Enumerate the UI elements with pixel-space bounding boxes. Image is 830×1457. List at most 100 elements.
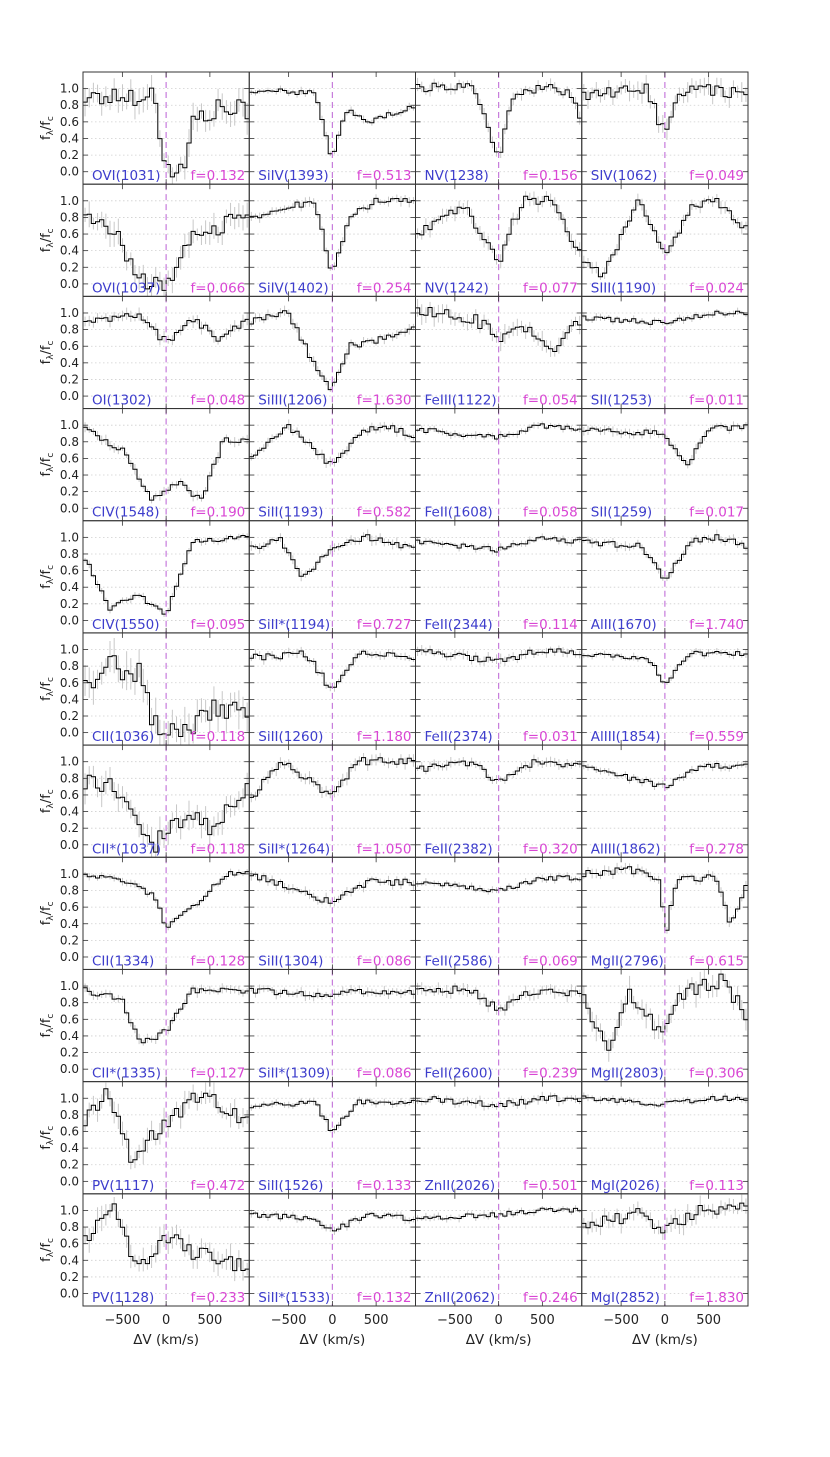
x-axis-label: ΔV (km/s) bbox=[466, 1332, 532, 1348]
spectrum-line bbox=[415, 423, 582, 440]
oscillator-strength-label: f=0.077 bbox=[523, 280, 578, 296]
x-axis-label: ΔV (km/s) bbox=[133, 1332, 199, 1348]
panel: MgI(2852) f=1.830 −500 0 500 ΔV (km/s) bbox=[581, 1193, 749, 1348]
panel-plot-area bbox=[83, 533, 250, 618]
panel: SiII(1304) f=0.086 bbox=[248, 856, 416, 970]
ion-label: CII(1334) bbox=[92, 953, 154, 969]
y-tick-label: 0.0 bbox=[60, 950, 79, 964]
y-tick-label: 0.4 bbox=[60, 692, 79, 706]
y-axis-label-main: f bbox=[39, 247, 54, 252]
x-tick-label: 0 bbox=[162, 1313, 170, 1328]
spectrum-line bbox=[581, 650, 748, 683]
y-axis-label-main: f bbox=[39, 808, 54, 813]
panel: MgII(2796) f=0.615 bbox=[581, 856, 749, 970]
y-tick-label: 0.2 bbox=[60, 260, 79, 274]
y-tick-label: 0.6 bbox=[60, 1237, 79, 1251]
spectrum-line bbox=[83, 535, 250, 615]
y-axis-label-den-sub: c bbox=[46, 1014, 56, 1019]
y-axis-label-sep: / bbox=[39, 686, 54, 691]
y-tick-label: 1.0 bbox=[60, 1091, 79, 1105]
y-axis-label-main: f bbox=[39, 920, 54, 925]
y-tick-label: 0.4 bbox=[60, 580, 79, 594]
y-axis-label-main: f bbox=[39, 696, 54, 701]
y-axis-label-den-sub: c bbox=[46, 116, 56, 121]
x-tick-label: −500 bbox=[105, 1313, 141, 1328]
panel: SiII*(1309) f=0.086 bbox=[248, 968, 416, 1083]
ion-label: SIII(1190) bbox=[591, 280, 656, 296]
y-tick-label: 0.6 bbox=[60, 227, 79, 241]
oscillator-strength-label: f=0.054 bbox=[523, 393, 578, 409]
y-tick-label: 0.8 bbox=[60, 884, 79, 898]
oscillator-strength-label: f=0.501 bbox=[523, 1178, 578, 1194]
panel-plot-area bbox=[83, 74, 250, 185]
x-tick-label: 0 bbox=[328, 1313, 336, 1328]
panel: SiIV(1402) f=0.254 bbox=[248, 183, 416, 297]
oscillator-strength-label: f=0.727 bbox=[357, 617, 412, 633]
y-axis-label-den: f bbox=[39, 121, 54, 126]
y-tick-label: 0.6 bbox=[60, 451, 79, 465]
panel-plot-area bbox=[581, 74, 748, 140]
y-tick-label: 0.6 bbox=[60, 1124, 79, 1138]
oscillator-strength-label: f=1.630 bbox=[357, 393, 412, 409]
y-axis-label: fλ/fc bbox=[39, 1014, 56, 1038]
spectrum-line bbox=[581, 198, 748, 278]
y-axis-label-sub: λ bbox=[46, 466, 56, 472]
ion-label: FeII(2374) bbox=[425, 729, 493, 745]
x-axis-label: ΔV (km/s) bbox=[632, 1332, 698, 1348]
y-axis-label-den-sub: c bbox=[46, 677, 56, 682]
panel: SII(1259) f=0.017 bbox=[581, 408, 749, 522]
oscillator-strength-label: f=0.132 bbox=[357, 1290, 412, 1306]
y-axis-label: fλ/fc bbox=[39, 116, 56, 140]
y-axis-label-sub: λ bbox=[46, 578, 56, 584]
panel-plot-area bbox=[83, 868, 250, 931]
y-tick-label: 0.4 bbox=[60, 468, 79, 482]
x-tick-label: 500 bbox=[530, 1313, 555, 1328]
oscillator-strength-label: f=0.582 bbox=[357, 505, 412, 521]
x-tick-label: 0 bbox=[661, 1313, 669, 1328]
y-tick-label: 0.4 bbox=[60, 131, 79, 145]
oscillator-strength-label: f=0.049 bbox=[689, 168, 744, 184]
oscillator-strength-label: f=0.320 bbox=[523, 841, 578, 857]
y-tick-label: 1.0 bbox=[60, 867, 79, 881]
panel: ZnII(2026) f=0.501 bbox=[415, 1081, 583, 1195]
panel: SIV(1062) f=0.049 bbox=[581, 71, 749, 185]
panel-plot-area bbox=[83, 765, 250, 858]
panel: SiII(1193) f=0.582 bbox=[248, 408, 416, 522]
y-axis-label-den-sub: c bbox=[46, 453, 56, 458]
y-tick-label: 0.8 bbox=[60, 323, 79, 337]
y-tick-label: 0.4 bbox=[60, 1141, 79, 1155]
spectrum-line bbox=[249, 1099, 416, 1131]
oscillator-strength-label: f=0.017 bbox=[689, 505, 744, 521]
y-tick-label: 0.0 bbox=[60, 165, 79, 179]
y-axis-label-main: f bbox=[39, 472, 54, 477]
oscillator-strength-label: f=0.128 bbox=[191, 953, 246, 969]
panel-plot-area bbox=[581, 307, 748, 328]
oscillator-strength-label: f=0.069 bbox=[523, 953, 578, 969]
spectrum-line bbox=[249, 873, 416, 904]
panel-plot-area bbox=[249, 1209, 416, 1235]
y-axis-label-den-sub: c bbox=[46, 228, 56, 233]
y-tick-label: 0.8 bbox=[60, 547, 79, 561]
y-axis-label: fλ/fc bbox=[39, 340, 56, 364]
ion-label: AlIII(1854) bbox=[591, 729, 661, 745]
y-axis-label: fλ/fc bbox=[39, 1126, 56, 1150]
panel-plot-area bbox=[249, 1096, 416, 1134]
y-tick-label: 0.6 bbox=[60, 1012, 79, 1026]
oscillator-strength-label: f=0.472 bbox=[191, 1178, 246, 1194]
panel-plot-area bbox=[581, 647, 748, 685]
x-tick-label: −500 bbox=[603, 1313, 639, 1328]
y-tick-label: 0.0 bbox=[60, 1287, 79, 1301]
oscillator-strength-label: f=0.306 bbox=[689, 1066, 744, 1082]
panel: SII(1253) f=0.011 bbox=[581, 295, 749, 410]
ion-label: SiII*(1264) bbox=[258, 841, 330, 857]
oscillator-strength-label: f=0.559 bbox=[689, 729, 744, 745]
y-axis-label-main: f bbox=[39, 1257, 54, 1262]
y-axis-label-sep: / bbox=[39, 1135, 54, 1140]
oscillator-strength-label: f=1.180 bbox=[357, 729, 412, 745]
